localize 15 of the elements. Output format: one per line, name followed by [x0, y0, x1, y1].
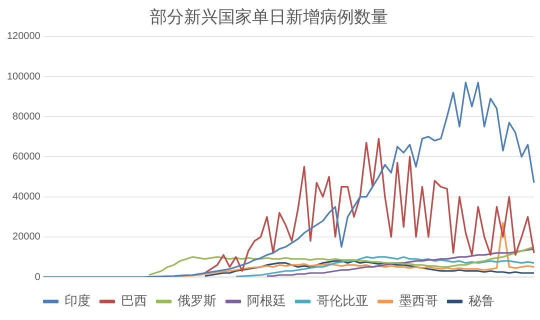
- legend-label: 墨西哥: [398, 294, 438, 309]
- y-tick-label: 100000: [6, 71, 41, 82]
- y-tick-label: 120000: [6, 31, 41, 42]
- y-tick-label: 20000: [12, 232, 41, 243]
- chart-title: 部分新兴国家单日新增病例数量: [150, 8, 388, 28]
- legend-label: 俄罗斯: [177, 294, 216, 309]
- y-tick-label: 0: [34, 272, 41, 283]
- legend-label: 印度: [64, 292, 90, 309]
- legend-label: 秘鲁: [468, 294, 494, 309]
- y-tick-label: 40000: [12, 192, 41, 203]
- y-tick-label: 80000: [12, 111, 41, 122]
- legend-label: 巴西: [120, 294, 147, 309]
- y-tick-label: 60000: [12, 151, 41, 162]
- legend-label: 阿根廷: [246, 294, 286, 309]
- legend-label: 哥伦比亚: [316, 294, 368, 309]
